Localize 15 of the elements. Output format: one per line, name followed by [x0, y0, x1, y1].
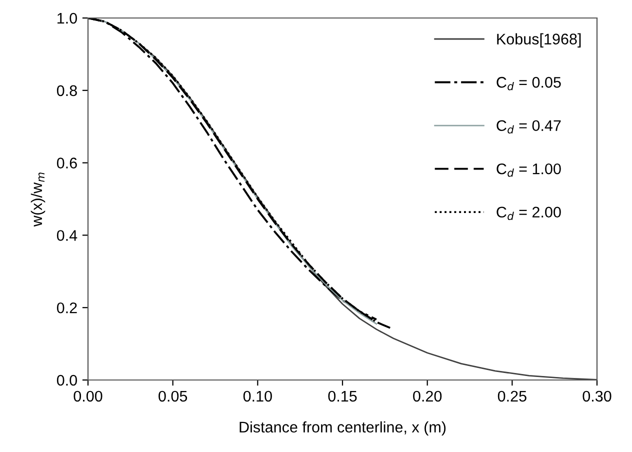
x-tick-label: 0.20 [413, 390, 442, 402]
x-axis-title: Distance from centerline, x (m) [240, 421, 446, 436]
x-tick-label: 0.15 [328, 390, 357, 402]
x-tick-label: 0.25 [498, 390, 526, 402]
x-tick-label: 0.30 [582, 390, 612, 402]
y-tick-label: 1.0 [58, 12, 77, 24]
x-tick-label: 0.10 [243, 390, 272, 402]
x-tick-label: 0.05 [158, 390, 188, 402]
y-tick-label: 0.8 [56, 85, 77, 96]
y-tick-label: 0.2 [56, 302, 77, 314]
y-tick-label: 0.4 [56, 230, 78, 241]
y-axis-title: w(x)/w$_{m}$ [30, 172, 46, 227]
y-tick-label: 0.6 [56, 158, 77, 168]
x-tick-label: 0.00 [74, 390, 102, 402]
y-tick-label: 0.0 [56, 374, 77, 386]
